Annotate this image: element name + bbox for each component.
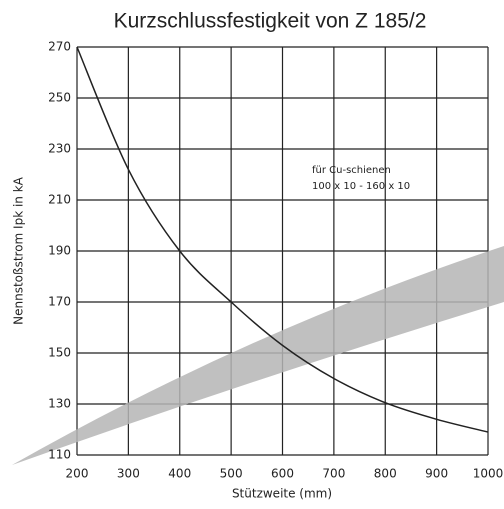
x-tick-label: 700 xyxy=(322,467,345,481)
x-tick-label: 900 xyxy=(425,467,448,481)
y-tick-label: 230 xyxy=(48,142,71,156)
y-tick-label: 110 xyxy=(48,448,71,462)
chart: Kurzschlussfestigkeit von Z 185/2 Nennst… xyxy=(0,0,504,509)
y-axis-label: Nennstoßstrom Ipk in kA xyxy=(12,176,26,325)
annotation: für Cu-schienen xyxy=(312,165,391,176)
x-axis-label: Stützweite (mm) xyxy=(232,487,332,501)
x-tick-label: 1000 xyxy=(473,467,504,481)
y-tick-label: 250 xyxy=(48,91,71,105)
x-tick-label: 500 xyxy=(220,467,243,481)
x-tick-label: 600 xyxy=(271,467,294,481)
grid xyxy=(77,47,488,455)
x-tick-label: 300 xyxy=(117,467,140,481)
y-tick-label: 270 xyxy=(48,40,71,54)
y-tick-label: 210 xyxy=(48,193,71,207)
y-tick-label: 190 xyxy=(48,244,71,258)
x-tick-label: 400 xyxy=(168,467,191,481)
x-tick-label: 800 xyxy=(374,467,397,481)
chart-title: Kurzschlussfestigkeit von Z 185/2 xyxy=(114,10,427,33)
y-tick-label: 170 xyxy=(48,295,71,309)
y-tick-label: 130 xyxy=(48,397,71,411)
y-tick-label: 150 xyxy=(48,346,71,360)
annotation: 100 x 10 - 160 x 10 xyxy=(312,181,410,192)
decorative-swoosh xyxy=(12,246,504,465)
x-tick-label: 200 xyxy=(66,467,89,481)
